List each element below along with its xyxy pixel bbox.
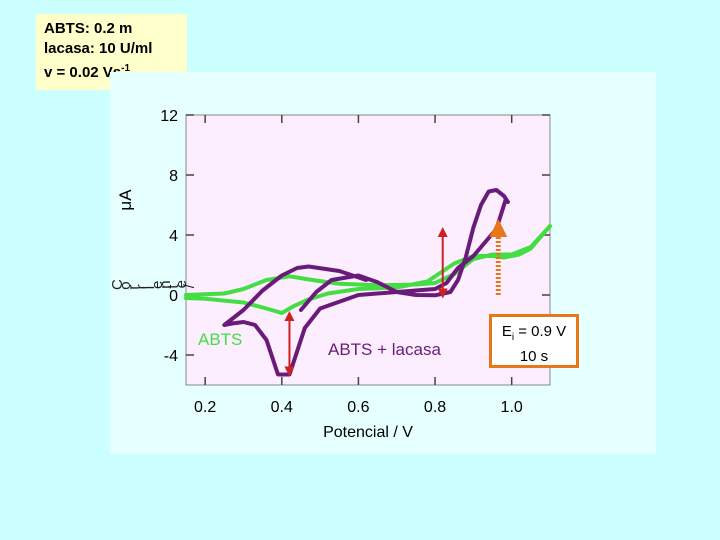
y-axis-label-letter: r [133, 284, 150, 289]
info-lacasa: lacasa: 10 U/ml [44, 40, 153, 57]
x-tick-label: 0.2 [194, 399, 216, 416]
ei-box: Ei = 0.9 V 10 s [489, 314, 579, 368]
arrow-head-top [437, 227, 448, 237]
y-axis-unit: μA [116, 189, 135, 211]
info-scan-rate: v = 0.02 Vs-1 [44, 63, 131, 81]
ei-time: 10 s [519, 348, 549, 365]
y-tick-label: 4 [169, 228, 178, 245]
arrow-head-bottom [437, 288, 448, 299]
y-tick-label: -4 [164, 348, 178, 365]
x-tick-label: 0.4 [271, 399, 293, 416]
y-tick-label: 12 [160, 108, 178, 125]
y-tick-label: 8 [169, 168, 178, 185]
y-axis-label-letter: / [181, 283, 198, 288]
y-axis-label-letter: e [149, 281, 166, 289]
y-tick-label: 0 [169, 288, 178, 305]
arrow-dotted-head [489, 219, 508, 237]
arrow-head-bottom [284, 366, 295, 377]
y-axis-label-letter: C [109, 279, 126, 290]
arrows [284, 219, 508, 377]
y-axis-label-letter: r [125, 285, 142, 290]
y-axis-label-letter: i [141, 286, 158, 289]
annotation-abts-lacasa: ABTS + lacasa [328, 340, 441, 359]
y-axis-label-letter: e [173, 280, 190, 288]
arrow-head-top [284, 311, 295, 321]
x-tick-label: 0.8 [424, 399, 446, 416]
y-axis-label-letter: o [117, 281, 134, 289]
ei-potential: Ei = 0.9 V [501, 323, 567, 343]
y-axis-label-letter: n [157, 280, 174, 288]
x-tick-labels: 0.2 0.4 0.6 0.8 1.0 [194, 399, 523, 416]
x-tick-label: 0.6 [347, 399, 369, 416]
x-axis-label: Potencial / V [323, 424, 413, 441]
plot-frame [185, 114, 551, 386]
annotation-abts: ABTS [198, 330, 242, 349]
y-axis-label-letter: t [165, 284, 182, 289]
x-tick-label: 1.0 [501, 399, 523, 416]
abts-lacasa-curve [222, 188, 510, 377]
y-tick-labels: -4 0 4 8 12 [160, 108, 178, 365]
info-concentration: ABTS: 0.2 m [44, 20, 133, 37]
curves [184, 188, 552, 377]
abts-curve [184, 224, 552, 315]
